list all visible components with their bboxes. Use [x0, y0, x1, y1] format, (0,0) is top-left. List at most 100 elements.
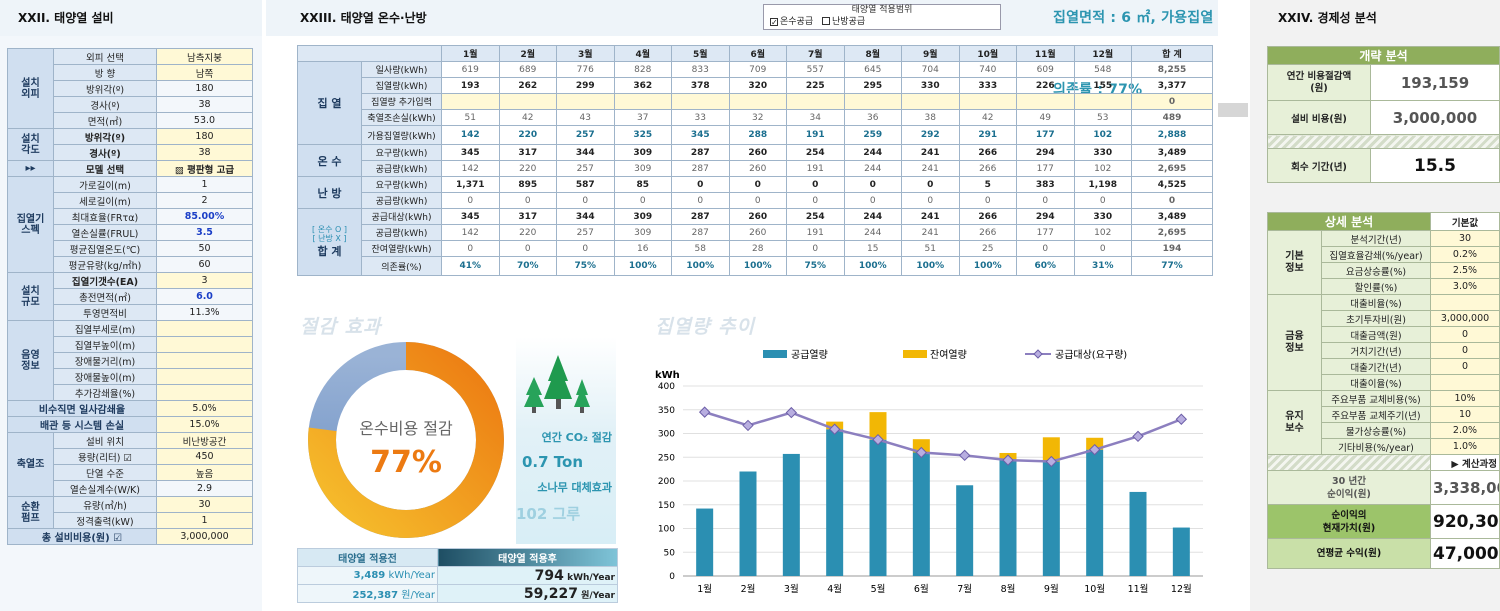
equipment-value: 53.0	[156, 112, 253, 129]
detail-field-value[interactable]: 3.0%	[1430, 278, 1500, 295]
detail-field-value[interactable]: 0	[1430, 326, 1500, 343]
equipment-value: 85.00%	[156, 208, 253, 225]
detail-field-value[interactable]: 0	[1430, 342, 1500, 359]
tree-icon	[524, 355, 590, 413]
equipment-field-label: 총전면적(㎡)	[53, 288, 157, 305]
equipment-group-label: 설치 규모	[7, 272, 54, 321]
equipment-field-label: 평균유량(kg/㎡h)	[53, 256, 157, 273]
equipment-value[interactable]	[156, 336, 253, 353]
supply-bar	[696, 508, 714, 576]
heating-checkbox[interactable]	[822, 17, 830, 25]
default-button[interactable]: 기본값	[1430, 212, 1500, 231]
detail-field-value[interactable]	[1430, 294, 1500, 311]
equipment-value[interactable]: 38	[156, 144, 253, 161]
horizontal-scrollbar[interactable]	[1218, 103, 1248, 117]
row-label: 일사량(kWh)	[361, 61, 442, 78]
equipment-value[interactable]: 3,000,000	[156, 528, 253, 545]
detail-field-value[interactable]: 2.5%	[1430, 262, 1500, 279]
equipment-group-label: 음영 정보	[7, 320, 54, 401]
cell-value[interactable]	[556, 93, 615, 110]
cell-value[interactable]	[901, 93, 960, 110]
detail-field-value[interactable]: 10	[1430, 406, 1500, 423]
month-header: 1월	[441, 45, 500, 62]
detail-field-value[interactable]: 0.2%	[1430, 246, 1500, 263]
cell-value[interactable]	[958, 93, 1017, 110]
supply-bar	[739, 471, 757, 576]
cell-value: 1,198	[1073, 176, 1132, 193]
equipment-value[interactable]: 5.0%	[156, 400, 253, 417]
cell-value: 0	[671, 192, 730, 209]
model-expand-button[interactable]: ▸▸	[7, 160, 54, 177]
detail-field-value[interactable]	[1430, 374, 1500, 391]
demand-point	[742, 419, 754, 432]
equipment-value[interactable]: 1	[156, 512, 253, 529]
cell-value: 102	[1073, 224, 1132, 241]
equipment-row: ▸▸ 모델 선택 ▨ 평판형 고급	[7, 160, 253, 177]
data-row: 축열조손실(kWh) 51 42 43 37 33 32 34 36 38 42 49 53 489	[298, 109, 1213, 126]
cell-value: 49	[1016, 109, 1075, 126]
equipment-value[interactable]: ▨ 평판형 고급	[156, 160, 253, 177]
equipment-row-label: 비수직면 일사감쇄율	[7, 400, 157, 417]
x-tick-label: 12월	[1171, 583, 1192, 595]
equipment-value[interactable]: 남쪽	[156, 64, 253, 81]
cell-value: 828	[613, 61, 672, 78]
equipment-row: 면적(㎡) 53.0	[8, 112, 253, 129]
detail-field-value[interactable]: 10%	[1430, 390, 1500, 407]
cell-value: 0	[498, 240, 557, 257]
cell-value[interactable]	[1073, 93, 1132, 110]
calc-process-button[interactable]: ▶ 계산과정	[1430, 454, 1500, 471]
cell-value: 260	[728, 144, 787, 161]
remaining-bar	[1042, 437, 1060, 462]
data-row: 집열량 추가입력 0	[298, 93, 1213, 110]
cell-value[interactable]	[843, 93, 902, 110]
equipment-value[interactable]: 비난방공간	[156, 432, 253, 449]
hot-water-option-label: 온수공급	[780, 17, 814, 27]
equipment-value[interactable]: 3	[156, 272, 253, 289]
cell-value[interactable]	[441, 93, 500, 110]
cell-value: 193	[441, 77, 500, 94]
equipment-value[interactable]	[156, 384, 253, 401]
cell-value[interactable]: 0	[1131, 93, 1213, 110]
detail-field-label: 집열효율감쇄(%/year)	[1321, 246, 1431, 263]
detail-field-value[interactable]: 3,000,000	[1430, 310, 1500, 327]
cell-value[interactable]	[671, 93, 730, 110]
equipment-value[interactable]: 30	[156, 496, 253, 513]
result-value: 920,300	[1430, 504, 1500, 539]
cell-value: 254	[786, 208, 845, 225]
equipment-value[interactable]	[156, 368, 253, 385]
equipment-value: 3.5	[156, 224, 253, 241]
supply-bar	[869, 439, 887, 576]
cell-value: 177	[1016, 224, 1075, 241]
detail-field-value[interactable]: 30	[1430, 230, 1500, 247]
equipment-value[interactable]	[156, 320, 253, 337]
detail-field-value[interactable]: 1.0%	[1430, 438, 1500, 455]
equipment-value[interactable]: 15.0%	[156, 416, 253, 433]
cell-value: 220	[498, 125, 557, 145]
section-name: 집 열	[317, 97, 342, 110]
cell-value[interactable]	[498, 93, 557, 110]
detail-field-value[interactable]: 0	[1430, 358, 1500, 375]
hot-water-checkbox[interactable]: ✓	[770, 18, 778, 27]
cell-value: 177	[1016, 125, 1075, 145]
detail-group-label: 유지 보수	[1267, 390, 1322, 455]
cell-value: 557	[786, 61, 845, 78]
data-row: 의존률(%) 41% 70% 75% 100% 100% 100% 75% 100% 100% 10…	[298, 256, 1213, 276]
equipment-value[interactable]	[156, 352, 253, 369]
cell-value: 266	[958, 160, 1017, 177]
cell-value[interactable]	[613, 93, 672, 110]
detail-field-value[interactable]: 2.0%	[1430, 422, 1500, 439]
heating-option-label: 난방공급	[832, 17, 866, 27]
supply-bar	[999, 460, 1017, 576]
equipment-group-label: 집열기 스펙	[7, 176, 54, 273]
cell-value[interactable]	[1016, 93, 1075, 110]
cell-value: 36	[843, 109, 902, 126]
cell-value: 345	[441, 144, 500, 161]
cell-value: 58	[671, 240, 730, 257]
cell-value[interactable]	[728, 93, 787, 110]
cell-value[interactable]	[786, 93, 845, 110]
equipment-value[interactable]: 남측지붕	[156, 48, 253, 65]
supply-bar	[1172, 527, 1190, 576]
equipment-value[interactable]: 높음	[156, 464, 253, 481]
equipment-value[interactable]: 180	[156, 128, 253, 145]
equipment-value[interactable]: 450	[156, 448, 253, 465]
